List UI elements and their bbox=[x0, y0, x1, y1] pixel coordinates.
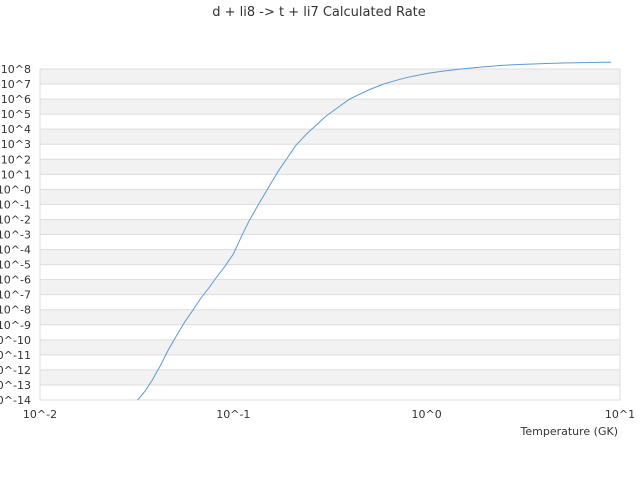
y-tick-label: 10^-11 bbox=[0, 349, 31, 362]
grid-lines bbox=[39, 68, 621, 401]
y-tick-label: 10^-14 bbox=[0, 394, 31, 407]
y-tick-label: 10^-12 bbox=[0, 364, 31, 377]
y-tick-label: 10^2 bbox=[1, 153, 31, 166]
grid-band bbox=[40, 249, 620, 265]
y-tick-label: 10^-2 bbox=[0, 213, 31, 226]
x-axis-title: Temperature (GK) bbox=[520, 425, 619, 438]
series-line bbox=[137, 61, 612, 401]
y-tick-label: 10^6 bbox=[1, 93, 31, 106]
y-tick-label: 10^7 bbox=[1, 78, 31, 91]
y-tick-label: 10^-7 bbox=[0, 289, 31, 302]
y-tick-label: 10^-3 bbox=[0, 229, 31, 242]
y-tick-label: 10^3 bbox=[1, 138, 31, 151]
x-tick-label: 10^0 bbox=[412, 408, 442, 421]
grid-band bbox=[40, 219, 620, 235]
x-tick-label: 10^1 bbox=[605, 408, 635, 421]
y-tick-label: 10^5 bbox=[1, 108, 31, 121]
grid-band bbox=[40, 309, 620, 325]
grid-bands bbox=[40, 69, 620, 385]
y-tick-label: 10^-5 bbox=[0, 259, 31, 272]
y-tick-label: 10^-1 bbox=[0, 198, 31, 211]
y-tick-label: 10^4 bbox=[1, 123, 31, 136]
y-tick-label: 10^-0 bbox=[0, 183, 31, 196]
grid-band bbox=[40, 369, 620, 385]
x-tick-label: 10^-2 bbox=[23, 408, 57, 421]
grid-band bbox=[40, 99, 620, 115]
y-tick-label: 10^-9 bbox=[0, 319, 31, 332]
x-axis-ticks: 10^-2 10^-1 10^0 10^1 bbox=[23, 408, 635, 421]
y-axis-ticks: 10^-14 10^-13 10^-12 10^-11 10^-10 10^-9 10^-8… bbox=[0, 63, 31, 407]
y-tick-label: 10^-4 bbox=[0, 244, 31, 257]
y-tick-label: 10^-13 bbox=[0, 379, 31, 392]
chart-title: d + li8 -> t + li7 Calculated Rate bbox=[212, 5, 426, 20]
grid-band bbox=[40, 189, 620, 205]
grid-band bbox=[40, 339, 620, 355]
y-tick-label: 10^-6 bbox=[0, 274, 31, 287]
grid-band bbox=[40, 69, 620, 85]
y-tick-label: 10^-8 bbox=[0, 304, 31, 317]
grid-band bbox=[40, 159, 620, 175]
y-tick-label: 10^1 bbox=[1, 168, 31, 181]
grid-band bbox=[40, 129, 620, 145]
x-tick-label: 10^-1 bbox=[216, 408, 250, 421]
grid-band bbox=[40, 279, 620, 295]
y-tick-label: 10^8 bbox=[1, 63, 31, 76]
y-tick-label: 10^-10 bbox=[0, 334, 31, 347]
